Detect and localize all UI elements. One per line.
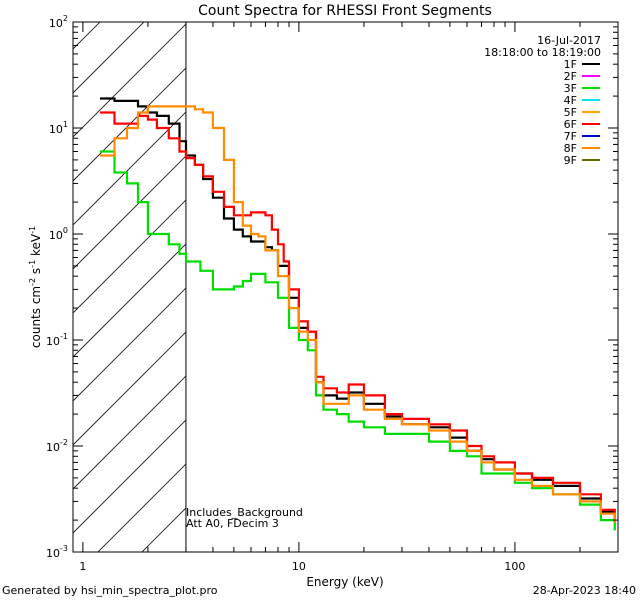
hatch-line	[72, 287, 187, 402]
hatch-line	[72, 243, 187, 358]
hatched-region	[72, 21, 187, 553]
series-layer	[100, 97, 616, 531]
legend-label-1F: 1F	[564, 58, 577, 71]
x-tick-labels: 1 10 100	[79, 560, 525, 573]
hatch-line	[97, 463, 187, 553]
hatch-line	[72, 21, 101, 50]
y-tick-label: 101	[49, 120, 68, 136]
y-tick-label: 10-3	[46, 544, 68, 560]
series-line-1F	[100, 97, 616, 521]
hatch-line	[141, 507, 187, 553]
x-axis-label: Energy (keV)	[306, 575, 383, 589]
hatch-line	[72, 155, 187, 270]
x-tick-label: 1	[79, 560, 86, 573]
legend-label-4F: 4F	[564, 94, 577, 107]
hatch-line	[72, 199, 187, 314]
legend-label-9F: 9F	[564, 154, 577, 167]
axis-ticks	[73, 21, 619, 553]
y-tick-label: 100	[49, 226, 68, 242]
legend-label-8F: 8F	[564, 142, 577, 155]
hatch-line	[72, 331, 187, 446]
legend-date: 16-Jul-2017	[537, 34, 601, 47]
legend-label-3F: 3F	[564, 82, 577, 95]
y-tick-label: 10-1	[46, 332, 68, 348]
series-line-6F	[100, 111, 616, 521]
annotation-background: Includes_Background	[186, 506, 303, 519]
hatch-line	[72, 111, 187, 226]
y-axis-label: counts cm-2 s-1 keV-1	[28, 226, 43, 348]
legend-label-2F: 2F	[564, 70, 577, 83]
x-tick-label: 100	[504, 560, 525, 573]
chart-title: Count Spectra for RHESSI Front Segments	[198, 3, 492, 19]
legend-label-7F: 7F	[564, 130, 577, 143]
annotation-attenuator: Att A0, FDecim 3	[186, 517, 279, 530]
series-line-8F	[100, 105, 616, 523]
hatch-line	[72, 419, 187, 534]
plot-frame	[72, 21, 619, 553]
x-tick-label: 10	[292, 560, 306, 573]
y-tick-label: 102	[49, 14, 68, 30]
y-tick-label: 10-2	[46, 438, 68, 454]
legend-label-5F: 5F	[564, 106, 577, 119]
footer-generated-by: Generated by hsi_min_spectra_plot.pro	[2, 584, 218, 597]
hatch-line	[72, 375, 187, 490]
hatch-line	[72, 21, 145, 94]
footer-timestamp: 28-Apr-2023 18:40	[533, 584, 636, 597]
hatch-line	[72, 23, 187, 138]
legend: 16-Jul-2017 18:18:00 to 18:19:00 1F2F3F4…	[484, 34, 601, 167]
y-tick-labels: 10-3 10-2 10-1 100 101 102	[46, 14, 68, 560]
legend-label-6F: 6F	[564, 118, 577, 131]
legend-time-range: 18:18:00 to 18:19:00	[484, 46, 601, 59]
